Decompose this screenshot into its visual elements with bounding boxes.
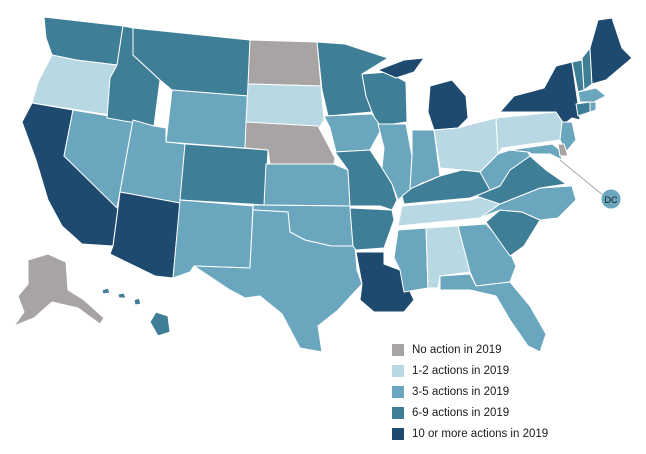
dc-label: DC [605, 195, 618, 205]
state-louisiana [355, 251, 415, 313]
legend-label: 1-2 actions in 2019 [412, 364, 510, 377]
dc-marker [600, 188, 622, 210]
state-delaware [557, 143, 569, 157]
state-south-dakota [245, 83, 325, 131]
state-west-virginia [479, 149, 531, 191]
dc-callout-line [559, 159, 605, 197]
legend-item-6-9-actions: 6-9 actions in 2019 [392, 402, 548, 423]
legend-label: 3-5 actions in 2019 [412, 385, 510, 398]
legend-item-1-2-actions: 1-2 actions in 2019 [392, 360, 548, 381]
legend-swatch [392, 406, 404, 419]
state-maine [589, 17, 633, 85]
legend-label: 6-9 actions in 2019 [412, 406, 510, 419]
legend-item-3-5-actions: 3-5 actions in 2019 [392, 381, 548, 402]
state-north-dakota [247, 39, 322, 87]
legend: No action in 2019 1-2 actions in 2019 3-… [392, 339, 548, 444]
state-alaska [13, 253, 105, 327]
state-arizona [109, 191, 181, 279]
state-illinois [377, 123, 413, 201]
state-colorado [179, 143, 269, 206]
state-hawaii [101, 287, 171, 337]
legend-swatch [392, 343, 404, 356]
state-rhode-island [589, 101, 597, 113]
legend-label: No action in 2019 [412, 343, 502, 356]
state-maryland [509, 143, 563, 161]
state-arkansas [349, 207, 395, 251]
state-michigan [377, 57, 469, 131]
state-wyoming [165, 89, 249, 149]
state-florida [439, 273, 547, 353]
state-kansas [263, 163, 351, 207]
legend-swatch [392, 427, 404, 440]
legend-swatch [392, 364, 404, 377]
state-missouri [334, 149, 398, 211]
legend-item-10-plus-actions: 10 or more actions in 2019 [392, 423, 548, 444]
state-massachusetts [577, 87, 607, 103]
state-connecticut [575, 101, 591, 117]
legend-swatch [392, 385, 404, 398]
state-iowa [323, 113, 383, 153]
legend-label: 10 or more actions in 2019 [412, 427, 549, 440]
state-texas [193, 209, 363, 353]
legend-item-no-action: No action in 2019 [392, 339, 548, 360]
